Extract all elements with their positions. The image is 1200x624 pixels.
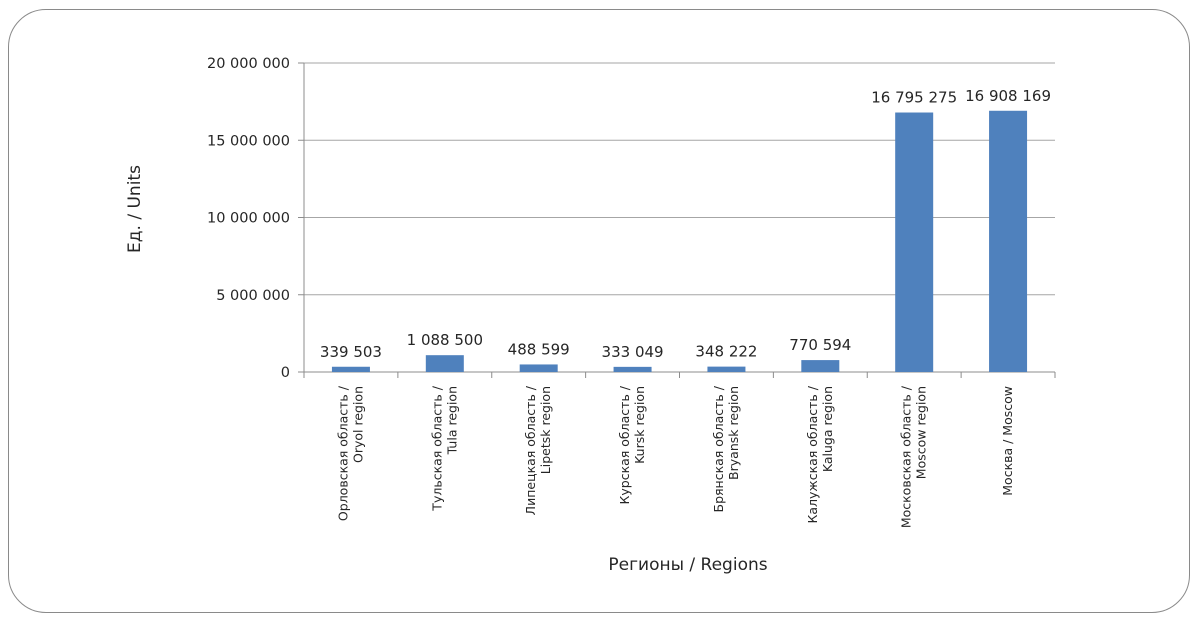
y-axis-title: Ед. / Units xyxy=(125,165,145,253)
bar xyxy=(425,355,464,372)
y-tick-label: 10 000 000 xyxy=(207,211,290,227)
data-label: 16 908 169 xyxy=(965,87,1051,105)
data-label: 770 594 xyxy=(789,336,851,354)
data-label: 339 503 xyxy=(320,343,382,361)
x-tick-label: Москва / Moscow xyxy=(1000,386,1015,496)
x-tick-label: Орловская область /Oryol region xyxy=(335,385,365,521)
y-tick-labels: 0 5 000 000 10 000 000 15 000 000 20 000 000 xyxy=(207,56,290,381)
x-tick-label: Калужская область /Kaluga region xyxy=(805,385,835,523)
bar xyxy=(519,364,558,372)
y-tick-label: 0 xyxy=(281,365,290,381)
data-labels: 339 503 1 088 500 488 599 333 049 348 222 770… xyxy=(320,87,1051,361)
x-tick-label: Московская область /Moscow region xyxy=(899,385,929,528)
bar xyxy=(613,366,652,372)
data-label: 16 795 275 xyxy=(871,89,957,107)
bar xyxy=(331,366,370,372)
x-tick-labels: Орловская область /Oryol region Тульская … xyxy=(335,385,1015,528)
data-label: 333 049 xyxy=(602,343,664,361)
bars xyxy=(331,110,1028,372)
x-axis-title: Регионы / Regions xyxy=(608,555,767,575)
y-tick-label: 20 000 000 xyxy=(207,56,290,72)
bar xyxy=(895,112,934,372)
x-tick-label: Тульская область /Tula region xyxy=(429,385,459,511)
data-label: 488 599 xyxy=(508,340,570,358)
bar xyxy=(707,366,746,372)
x-tick-label: Липецкая область /Lipetsk region xyxy=(523,385,553,515)
x-tick-label: Брянская область /Bryansk region xyxy=(711,385,741,512)
y-tick-label: 15 000 000 xyxy=(207,133,290,149)
y-tick-label: 5 000 000 xyxy=(216,288,290,304)
x-tick-label: Курская область /Kursk region xyxy=(617,385,647,504)
data-label: 1 088 500 xyxy=(407,331,483,349)
bar xyxy=(801,360,840,372)
bar xyxy=(989,110,1028,372)
data-label: 348 222 xyxy=(695,343,757,361)
